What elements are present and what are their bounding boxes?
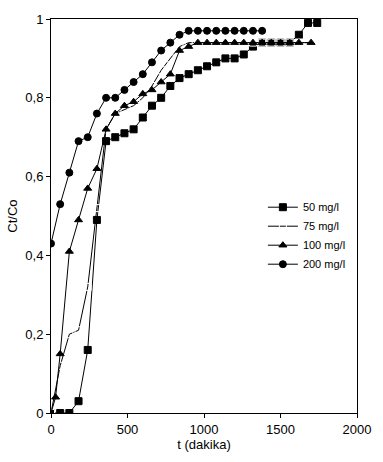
svg-text:50 mg/l: 50 mg/l: [303, 201, 339, 213]
svg-text:2000: 2000: [343, 422, 372, 437]
svg-text:200 mg/l: 200 mg/l: [303, 258, 345, 270]
svg-text:1000: 1000: [190, 422, 219, 437]
svg-text:1: 1: [36, 12, 43, 27]
svg-text:0: 0: [36, 406, 43, 421]
svg-text:0,8: 0,8: [25, 90, 43, 105]
svg-text:500: 500: [117, 422, 139, 437]
svg-text:75 mg/l: 75 mg/l: [303, 220, 339, 232]
svg-text:0,6: 0,6: [25, 169, 43, 184]
svg-text:0,4: 0,4: [25, 248, 43, 263]
svg-text:0: 0: [47, 422, 54, 437]
svg-text:t (dakika): t (dakika): [177, 437, 230, 452]
svg-text:Ct/Co: Ct/Co: [5, 199, 20, 232]
svg-text:0,2: 0,2: [25, 327, 43, 342]
svg-text:100 mg/l: 100 mg/l: [303, 239, 345, 251]
svg-text:1500: 1500: [266, 422, 295, 437]
